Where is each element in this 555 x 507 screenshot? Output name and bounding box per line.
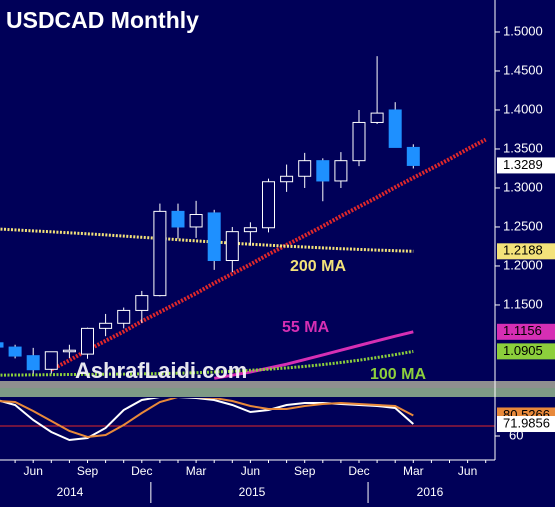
last-value-label-box xyxy=(497,243,555,260)
candle-body xyxy=(99,322,113,329)
candle-body xyxy=(298,160,312,177)
oscillator-panel xyxy=(0,398,495,442)
y-tick-label: 1.3500 xyxy=(503,140,543,155)
last-value-label-box xyxy=(497,416,555,433)
candle-body xyxy=(406,146,420,166)
candle-body xyxy=(207,212,221,262)
candle-body xyxy=(153,210,167,297)
panel-separator xyxy=(0,388,555,397)
last-value-label: 1.2188 xyxy=(503,243,543,258)
candle-body xyxy=(225,231,239,262)
x-tick-label: Dec xyxy=(348,464,369,478)
candle-body xyxy=(280,175,294,183)
candle-body xyxy=(189,213,203,228)
last-value-label: 1.0905 xyxy=(503,343,543,358)
year-label: 2015 xyxy=(239,485,266,499)
y-tick-label: 1.3000 xyxy=(503,179,543,194)
candle-body xyxy=(316,160,330,182)
x-tick-label: Mar xyxy=(403,464,424,478)
last-price-label-box xyxy=(497,157,555,174)
last-value-label-box xyxy=(497,323,555,340)
x-tick-label: Sep xyxy=(294,464,316,478)
series-label: 100 MA xyxy=(370,366,426,383)
y-tick-label: 1.2000 xyxy=(503,257,543,272)
y-tick-label: 1.4500 xyxy=(503,62,543,77)
candle-body xyxy=(352,121,366,162)
watermark: AshrafLaidi.com xyxy=(75,358,247,383)
trendline xyxy=(50,137,487,372)
candle-body xyxy=(171,210,185,228)
candle-body xyxy=(44,351,58,370)
moving-average xyxy=(213,330,414,380)
candle-body xyxy=(81,327,94,355)
last-value-label: 1.1156 xyxy=(503,323,542,338)
moving-average xyxy=(0,349,414,377)
panel-separator xyxy=(0,381,555,388)
y-tick-label: 1.4000 xyxy=(503,101,543,116)
x-tick-label: Mar xyxy=(186,464,207,478)
candle-body xyxy=(117,309,131,324)
y-tick-label: 1.2500 xyxy=(503,218,543,233)
x-tick-label: Sep xyxy=(77,464,99,478)
y-tick-label: 1.1500 xyxy=(503,296,543,311)
x-tick-label: Jun xyxy=(241,464,260,478)
oscillator-line xyxy=(0,398,414,439)
year-label: 2016 xyxy=(417,485,444,499)
year-label: 2014 xyxy=(57,485,84,499)
series-label: 200 MA xyxy=(290,258,346,275)
series-label: 55 MA xyxy=(282,319,330,336)
last-value-label-box xyxy=(497,343,555,360)
x-tick-label: Jun xyxy=(24,464,43,478)
candle-body xyxy=(370,112,384,123)
last-price-label: 1.3289 xyxy=(503,157,543,172)
candle-body xyxy=(26,355,40,371)
candle-body xyxy=(334,160,348,182)
x-tick-label: Jun xyxy=(458,464,477,478)
candle-body xyxy=(62,349,76,353)
candle-body xyxy=(135,295,149,311)
candle-body xyxy=(262,181,275,229)
x-tick-label: Dec xyxy=(131,464,152,478)
last-value-label: 71.9856 xyxy=(503,415,550,430)
price-panel xyxy=(0,56,487,380)
chart-title: USDCAD Monthly xyxy=(6,7,199,33)
moving-average xyxy=(0,227,414,253)
candle-body xyxy=(243,227,257,233)
candle-body xyxy=(8,346,22,357)
candle-body xyxy=(0,342,4,348)
candle-body xyxy=(388,109,402,148)
y-tick-label: 1.5000 xyxy=(503,23,543,38)
